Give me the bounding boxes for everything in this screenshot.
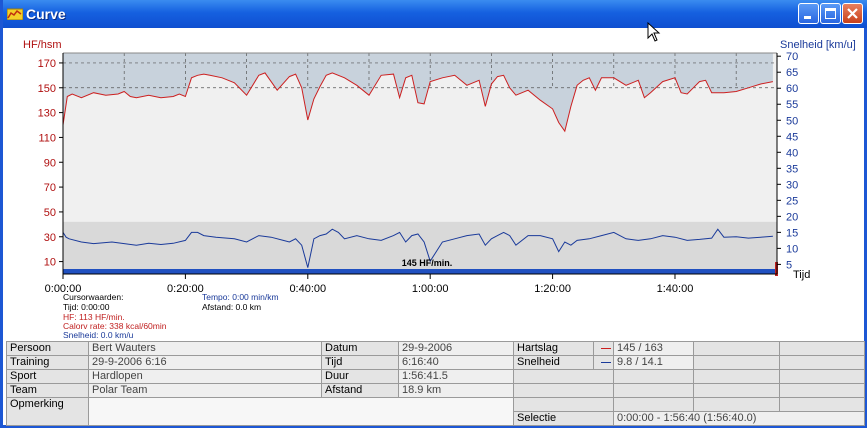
minimize-button[interactable] [798,3,819,24]
minimize-icon [804,16,811,19]
chart-icon [7,8,23,20]
left-tick-label: 70 [44,182,56,194]
maximize-button[interactable] [820,3,841,24]
datum-value: 29-9-2006 [398,341,514,356]
heart-rate-line [62,72,773,133]
x-tick-label: 1:20:00 [534,283,571,295]
afstand-label: Afstand [321,383,399,398]
left-axis-title: HF/hsm [23,39,62,51]
training-label: Training [6,355,89,370]
right-tick-label: 40 [786,147,798,159]
left-tick-label: 30 [44,232,56,244]
heart-rate-fill [63,53,773,132]
training-info-table: Persoon Bert Wauters Datum 29-9-2006 Har… [6,341,865,426]
selectie-label: Selectie [513,411,614,426]
left-tick-label: 90 [44,157,56,169]
right-axis-title: Snelheid [km/u] [780,39,856,51]
hartslag-value: 145 / 163 [613,341,694,356]
x-tick-label: 1:40:00 [657,283,694,295]
right-tick-label: 60 [786,83,798,95]
x-tick-label: 0:00:00 [45,283,82,295]
selectie-value: 0:00:00 - 1:56:40 (1:56:40.0) [613,411,865,426]
speed-line [62,228,773,268]
persoon-value: Bert Wauters [88,341,322,356]
right-tick-label: 55 [786,99,798,111]
team-label: Team [6,383,89,398]
cursor-header: Cursorwaarden: [63,292,123,302]
close-icon [847,8,858,19]
afstand-value: 18.9 km [398,383,514,398]
opmerking-label: Opmerking [6,397,89,426]
hartslag-swatch [593,341,614,356]
snelheid-label: Snelheid [513,355,594,370]
persoon-label: Persoon [6,341,89,356]
speed-band [63,221,777,274]
cursor-calorie: Calorv rate: 338 kcal/60min [63,321,167,331]
x-tick-label: 0:20:00 [167,283,204,295]
opmerking-field[interactable] [88,397,514,426]
training-value: 29-9-2006 6:16 [88,355,322,370]
left-tick-label: 50 [44,207,56,219]
right-tick-label: 25 [786,195,798,207]
left-tick-label: 110 [38,132,56,144]
right-tick-label: 35 [786,163,798,175]
right-tick-label: 30 [786,179,798,191]
snelheid-swatch [593,355,614,370]
duur-value: 1:56:41.5 [398,369,514,384]
sport-value: Hardlopen [88,369,322,384]
x-tick-label: 1:00:00 [412,283,449,295]
cursor-afstand: Afstand: 0.0 km [202,302,261,312]
team-value: Polar Team [88,383,322,398]
right-tick-label: 45 [786,131,798,143]
cursor-tijd: Tijd: 0:00:00 [63,302,110,312]
right-tick-label: 65 [786,67,798,79]
duur-label: Duur [321,369,399,384]
average-hr-label: 145 HF/min. [402,258,453,268]
right-tick-label: 20 [786,211,798,223]
left-tick-label: 150 [38,83,56,95]
datum-label: Datum [321,341,399,356]
cursor-hf: HF: 113 HF/min. [63,312,125,322]
tijd-label: Tijd [321,355,399,370]
title-bar[interactable]: Curve [3,0,867,28]
x-axis-title: Tijd [793,269,810,281]
window-title: Curve [26,6,66,22]
maximize-icon [825,8,836,19]
cursor-snelheid: Snelheid: 0.0 km/u [63,330,134,340]
right-tick-label: 10 [786,243,798,255]
hartslag-label: Hartslag [513,341,594,356]
cursor-tempo: Tempo: 0:00 min/km [202,292,279,302]
right-tick-label: 15 [786,227,798,239]
x-tick-label: 0:40:00 [289,283,326,295]
right-tick-label: 70 [786,51,798,63]
curve-chart[interactable]: 145 HF/min. 10 30 50 70 90 110 130 150 170 5 10 15 20… [6,28,864,340]
right-tick-label: 5 [786,259,792,271]
left-tick-label: 170 [38,58,56,70]
tijd-value: 6:16:40 [398,355,514,370]
left-tick-label: 130 [38,108,56,120]
snelheid-value: 9.8 / 14.1 [613,355,694,370]
close-button[interactable] [842,3,863,24]
mouse-cursor-icon [647,22,661,42]
left-tick-label: 10 [44,257,56,269]
sport-label: Sport [6,369,89,384]
selection-bar [63,269,777,274]
right-tick-label: 50 [786,115,798,127]
